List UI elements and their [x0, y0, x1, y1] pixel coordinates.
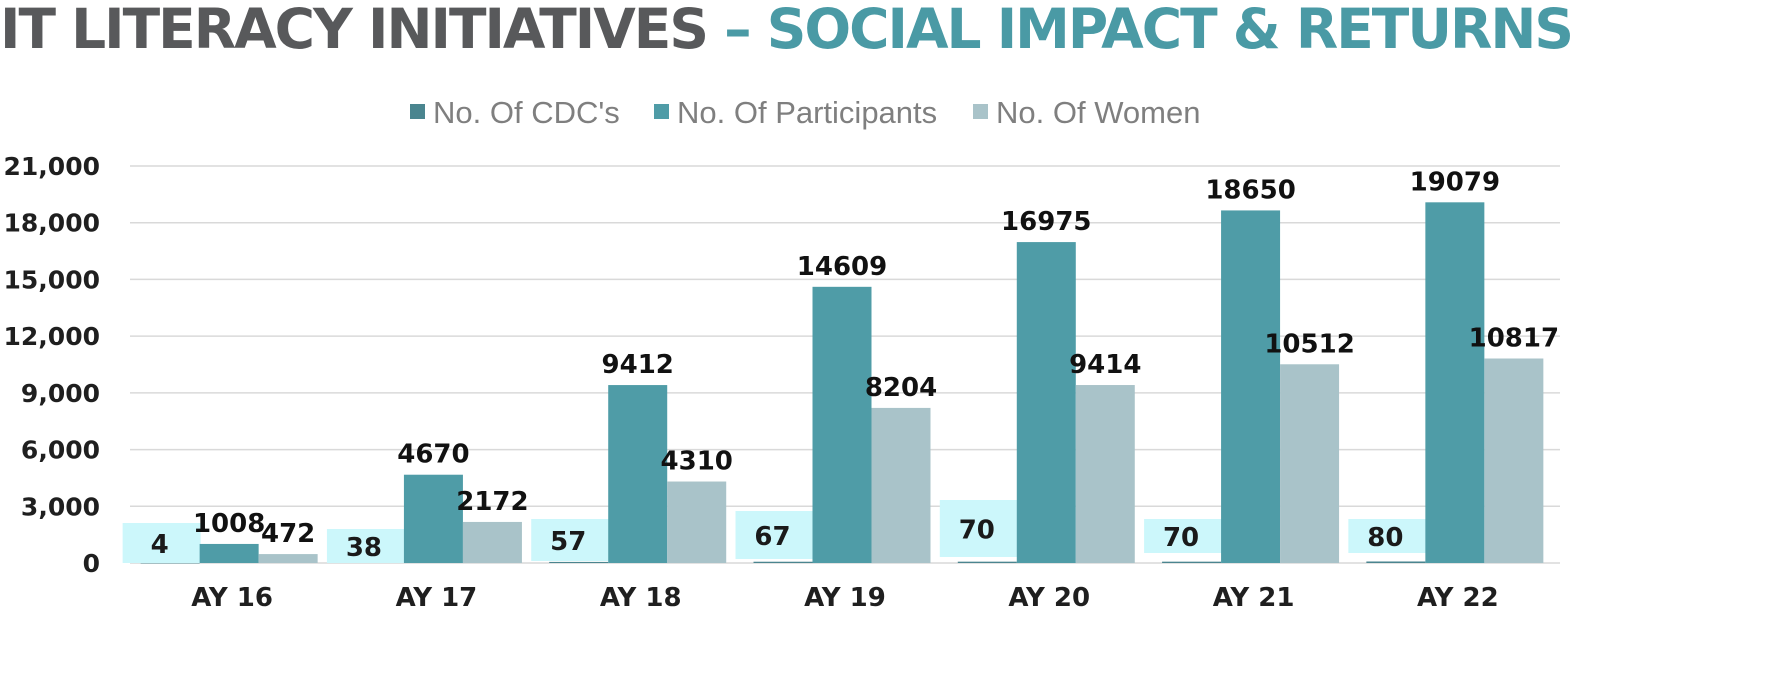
y-tick-label: 21,000 [4, 152, 100, 181]
bar-participants [608, 385, 668, 563]
data-label-cdcs: 4 [151, 530, 169, 560]
bar-women [1484, 358, 1544, 563]
x-tick-label: AY 16 [191, 583, 273, 613]
y-tick-label: 0 [83, 549, 100, 578]
data-label-cdcs: 57 [550, 527, 586, 557]
legend-label-no-of-cdc-s: No. Of CDC's [433, 95, 620, 130]
data-label-participants: 4670 [397, 440, 469, 470]
data-label-box-cdcs [735, 511, 814, 559]
legend-label-no-of-women: No. Of Women [996, 95, 1200, 130]
data-label-cdcs: 70 [1163, 523, 1199, 553]
bar-participants [403, 474, 463, 563]
data-label-women: 10512 [1264, 329, 1354, 359]
y-tick-label: 3,000 [21, 492, 100, 521]
x-axis: AY 16 AY 17 AY 18 AY 19 AY 20 AY 21 AY 22 [191, 583, 1498, 613]
y-tick-label: 12,000 [4, 322, 100, 351]
data-label-women: 4310 [661, 447, 733, 477]
title-separator: – [724, 0, 751, 61]
bar-cdcs [140, 562, 200, 564]
bar-women [871, 407, 931, 563]
legend: No. Of CDC's No. Of Participants No. Of Wo… [410, 95, 1200, 130]
data-label-box-cdcs [1144, 519, 1223, 553]
y-tick-label: 18,000 [4, 209, 100, 238]
bar-cdcs [549, 561, 609, 563]
bar-cdcs [1366, 561, 1426, 563]
bar-women [667, 481, 727, 563]
data-label-box-cdcs [1348, 519, 1427, 553]
data-label-women: 9414 [1069, 350, 1141, 380]
bar-group-ay-22: 80 19079 10817 [1348, 167, 1559, 563]
data-label-box-cdcs [326, 529, 405, 563]
y-tick-label: 9,000 [21, 379, 100, 408]
y-tick-label: 6,000 [21, 436, 100, 465]
data-label-women: 2172 [456, 487, 528, 517]
legend-label-no-of-participants: No. Of Participants [677, 95, 937, 130]
y-axis: 0 3,000 6,000 9,000 12,000 15,000 18,000 21,000 [4, 152, 100, 578]
x-tick-label: AY 20 [1008, 583, 1090, 613]
bar-cdcs [1162, 561, 1222, 563]
bar-women [462, 521, 522, 563]
bar-group-ay-20: 70 16975 9414 [939, 207, 1141, 563]
data-label-cdcs: 80 [1367, 523, 1403, 553]
bar-group-ay-19: 67 14609 8204 [735, 252, 937, 563]
page-title: IT LITERACY INITIATIVES – SOCIAL IMPACT … [0, 0, 1574, 64]
bar-group-ay-21: 70 18650 10512 [1144, 175, 1355, 563]
x-tick-label: AY 17 [396, 583, 478, 613]
x-tick-label: AY 18 [600, 583, 682, 613]
legend-swatch-no-of-participants [654, 104, 669, 119]
title-part-main: IT LITERACY INITIATIVES [0, 0, 725, 61]
bar-participants [1425, 202, 1485, 563]
bar-participants [1221, 210, 1281, 563]
data-label-participants: 1008 [193, 509, 265, 539]
bar-women [1280, 364, 1340, 563]
data-label-participants: 18650 [1205, 175, 1295, 205]
x-tick-label: AY 21 [1213, 583, 1295, 613]
data-label-women: 8204 [865, 373, 937, 403]
data-label-women: 10817 [1469, 324, 1559, 354]
data-label-box-cdcs [122, 523, 201, 563]
data-label-cdcs: 67 [754, 522, 790, 552]
x-tick-label: AY 19 [804, 583, 886, 613]
bar-participants [1016, 242, 1076, 563]
data-label-participants: 16975 [1001, 207, 1091, 237]
bar-group-ay-17: 38 4670 2172 [326, 440, 529, 563]
bar-participants [199, 543, 259, 563]
data-label-participants: 9412 [602, 350, 674, 380]
data-label-box-cdcs [939, 500, 1018, 557]
data-label-participants: 19079 [1410, 167, 1500, 197]
data-label-participants: 14609 [797, 252, 887, 282]
data-label-box-cdcs [531, 519, 610, 561]
legend-swatch-no-of-women [973, 104, 988, 119]
bar-participants [812, 286, 872, 563]
bar-group-ay-18: 57 9412 4310 [531, 350, 733, 563]
data-label-cdcs: 38 [346, 533, 382, 563]
bar-women [1075, 385, 1135, 563]
bar-cdcs [957, 561, 1017, 563]
legend-swatch-no-of-cdc-s [410, 104, 425, 119]
y-tick-label: 15,000 [4, 265, 100, 294]
x-tick-label: AY 22 [1417, 583, 1499, 613]
data-label-women: 472 [261, 519, 315, 549]
bar-women [258, 554, 318, 563]
bar-cdcs [753, 561, 813, 563]
data-label-cdcs: 70 [959, 516, 995, 546]
title-part-accent: SOCIAL IMPACT & RETURNS [749, 0, 1574, 61]
